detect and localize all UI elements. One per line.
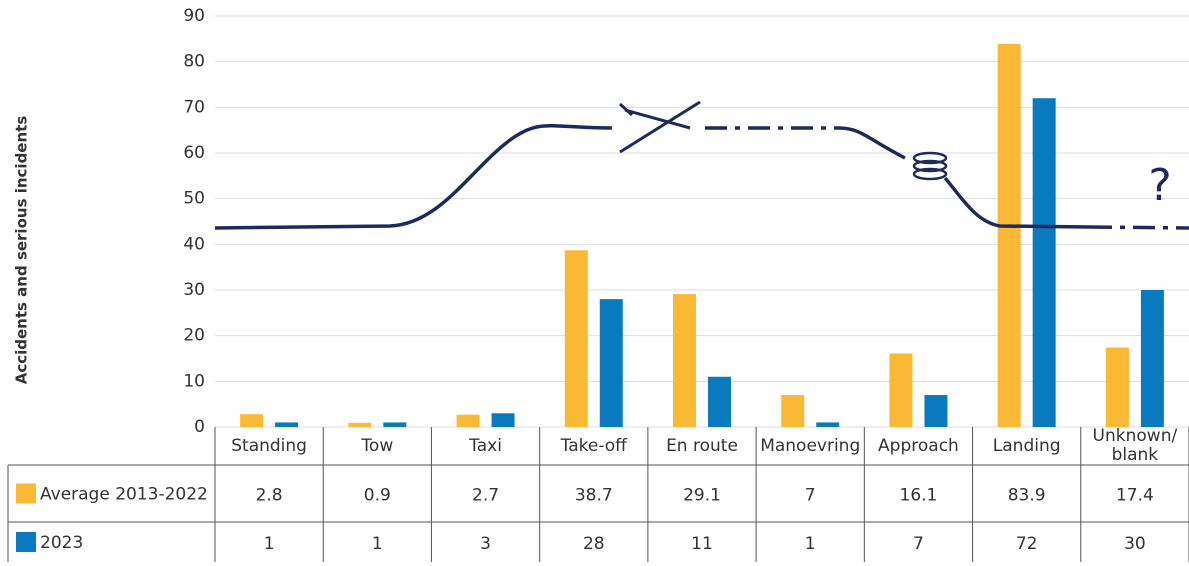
x-tick-label: Taxi [469, 435, 502, 456]
x-tick-label-box: Standing [231, 435, 307, 456]
table-value: 30 [1124, 534, 1146, 554]
x-tick-label-box: Taxi [469, 435, 502, 456]
x-tick-label-box: Unknown/ blank [1092, 427, 1178, 465]
table-value: 17.4 [1116, 486, 1154, 506]
bar [240, 414, 264, 427]
legend-swatch [16, 483, 36, 504]
table-value: 3 [480, 534, 491, 554]
y-tick-label: 0 [194, 417, 205, 437]
flight-path-decoration [214, 100, 1189, 230]
bar [708, 376, 731, 427]
x-tick-label-box: Take-off [560, 435, 627, 456]
x-tick-label-box: Tow [361, 435, 394, 456]
legend-swatch [16, 532, 36, 552]
table-value: 2.7 [472, 486, 499, 506]
bar [924, 395, 948, 427]
y-tick-label: 60 [183, 143, 205, 163]
y-tick-label: 30 [183, 280, 205, 300]
table-value: 7 [913, 534, 924, 554]
x-tick-label-box: Landing [992, 435, 1061, 456]
bar [889, 353, 913, 427]
x-tick-label: Approach [878, 435, 959, 456]
x-tick-label-box: Manoevring [760, 435, 861, 456]
bar [564, 250, 588, 427]
y-tick-label: 10 [183, 371, 205, 391]
bar [456, 414, 480, 427]
bar [383, 422, 407, 427]
x-tick-label-box: Approach [878, 435, 959, 456]
table-value: 16.1 [900, 486, 938, 506]
table-value: 2.8 [256, 486, 283, 506]
y-tick-label: 20 [183, 326, 205, 346]
legend-label: 2023 [40, 533, 83, 553]
x-tick-label: En route [666, 435, 738, 456]
question-mark-decoration: ? [1148, 160, 1171, 211]
bar [781, 395, 805, 427]
x-tick-label: Tow [361, 435, 394, 456]
y-tick-label: 90 [183, 6, 205, 26]
table-value: 7 [805, 486, 816, 506]
bar [1140, 290, 1164, 427]
plot: 0 10 20 30 40 50 60 70 80 90 [183, 6, 1189, 437]
y-tick-label: 80 [183, 52, 205, 72]
x-tick-label-box: En route [666, 435, 738, 456]
x-tick-label: Standing [231, 435, 307, 456]
table-value: 0.9 [364, 486, 391, 506]
y-tick-label: 50 [183, 189, 205, 209]
table-value: 38.7 [575, 486, 613, 506]
x-tick-label: Landing [992, 435, 1061, 456]
table-value: 1 [264, 534, 275, 554]
y-tick-label: 40 [183, 234, 205, 254]
bar [816, 422, 840, 427]
bar [1105, 347, 1129, 427]
table-value: 1 [372, 534, 383, 554]
table-value: 1 [805, 534, 816, 554]
x-tick-label: Take-off [560, 435, 627, 456]
table-value: 83.9 [1008, 486, 1046, 506]
table-value: 29.1 [683, 486, 721, 506]
y-tick-label: 70 [183, 97, 205, 117]
table-value: 28 [583, 534, 605, 554]
bar [491, 413, 515, 427]
bar [599, 299, 623, 427]
bar [348, 422, 372, 427]
table-value: 72 [1016, 534, 1038, 554]
y-axis-label: Accidents and serious incidents [13, 116, 31, 385]
legend-label: Average 2013-2022 [40, 485, 208, 505]
data-table: Standing 2.8 1 Tow 0.9 1 Taxi 2.7 3 Take-off 38.7 2… [7, 427, 1189, 562]
x-tick-label: Unknown/ blank [1092, 427, 1178, 465]
bar [673, 294, 696, 427]
bar [997, 43, 1021, 428]
bar [275, 422, 299, 427]
bar [1032, 98, 1056, 427]
x-tick-label: Manoevring [760, 435, 861, 456]
table-value: 11 [691, 534, 713, 554]
